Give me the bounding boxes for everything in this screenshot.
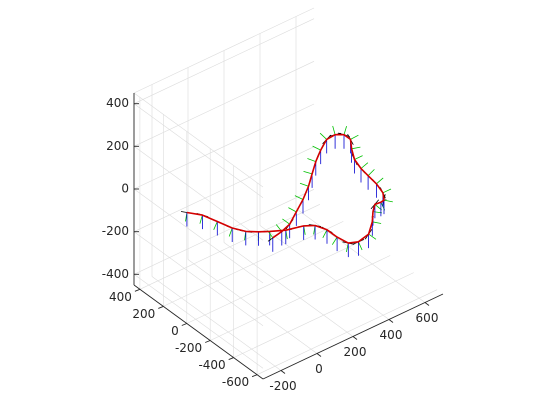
grid-line	[133, 146, 264, 241]
grid-line	[133, 189, 315, 275]
x-tick	[316, 353, 322, 357]
frame-y-axis	[358, 241, 363, 251]
y-tick	[158, 305, 164, 309]
grid-line	[133, 274, 264, 369]
grid-line	[133, 103, 264, 198]
x-tick-label: 400	[380, 328, 403, 342]
y-tick-label: -600	[222, 375, 249, 389]
y-tick-label: -400	[198, 358, 225, 372]
x-tick-label: 0	[315, 362, 323, 376]
frame-y-axis	[228, 227, 233, 237]
frame-y-axis	[319, 132, 327, 140]
y-tick	[134, 288, 141, 292]
frame-y-axis	[372, 211, 382, 214]
frame-y-axis	[294, 195, 304, 200]
grid-line	[223, 242, 354, 337]
grid-line	[133, 103, 315, 190]
frame-y-axis	[307, 158, 316, 162]
y-tick-label: -200	[175, 341, 202, 355]
frame-y-axis	[372, 221, 382, 224]
x-tick-label: -200	[269, 379, 296, 393]
x-tick	[424, 302, 430, 306]
frame-y-axis	[213, 221, 218, 230]
grid-line	[256, 289, 438, 375]
x-tick	[280, 370, 286, 374]
y-tick-label: 400	[109, 290, 132, 304]
grid-line	[259, 225, 390, 320]
frame-y-axis	[303, 171, 313, 175]
frame-y-axis	[382, 188, 392, 194]
frame-y-axis	[376, 177, 384, 185]
frame-y-axis	[360, 162, 369, 169]
grid-line	[133, 18, 315, 104]
grid-edge	[133, 92, 264, 188]
z-tick-label: 400	[106, 96, 129, 110]
x-tick-label: 200	[344, 345, 367, 359]
grid-line	[295, 208, 426, 303]
frame-y-axis	[322, 229, 328, 238]
y-tick	[228, 357, 234, 361]
grid-line	[233, 272, 414, 358]
frame-y-axis	[282, 218, 290, 225]
grid-line	[151, 276, 282, 371]
grid-line	[187, 259, 318, 354]
grid-line	[139, 204, 321, 290]
z-tick-label: 200	[106, 139, 129, 153]
y-tick-label: 0	[171, 324, 179, 338]
grid-line	[133, 231, 264, 326]
frame-y-axis	[299, 182, 309, 187]
axes	[133, 93, 444, 380]
frame-y-axis	[332, 125, 336, 135]
tick-labels: -2000200400600-600-400-2000200400-400-20…	[102, 96, 439, 393]
frame-y-axis	[199, 214, 203, 224]
frame-y-axis	[383, 199, 393, 203]
grid-line	[133, 146, 315, 232]
y-tick-label: 200	[132, 307, 155, 321]
grid-edge	[133, 7, 315, 94]
frame-y-axis	[354, 155, 363, 160]
frame-y-axis	[368, 233, 377, 240]
trajectory	[186, 133, 385, 244]
pose-frames	[180, 125, 393, 258]
frame-y-axis	[350, 134, 359, 140]
grid-line	[133, 61, 315, 147]
x-tick	[388, 319, 394, 323]
frame-y-axis	[343, 125, 347, 135]
x-tick-label: 600	[416, 311, 439, 325]
frame-y-axis	[367, 169, 375, 176]
z-tick-label: -400	[102, 267, 129, 281]
y-tick	[251, 374, 258, 378]
grid-line	[210, 255, 391, 341]
z-tick-label: 0	[121, 182, 129, 196]
z-tick-label: -200	[102, 224, 129, 238]
frame-y-axis	[351, 146, 361, 150]
x-tick	[352, 336, 358, 340]
trajectory-line	[186, 133, 385, 244]
y-axis	[133, 284, 264, 380]
y-tick	[205, 340, 211, 343]
grid-line	[163, 221, 344, 307]
grid-line	[186, 238, 367, 324]
frame-y-axis	[331, 236, 338, 245]
grid-line	[133, 188, 264, 284]
y-tick	[181, 323, 187, 326]
frame-y-axis	[288, 207, 297, 213]
grid	[133, 7, 438, 375]
frame-y-axis	[312, 145, 321, 151]
